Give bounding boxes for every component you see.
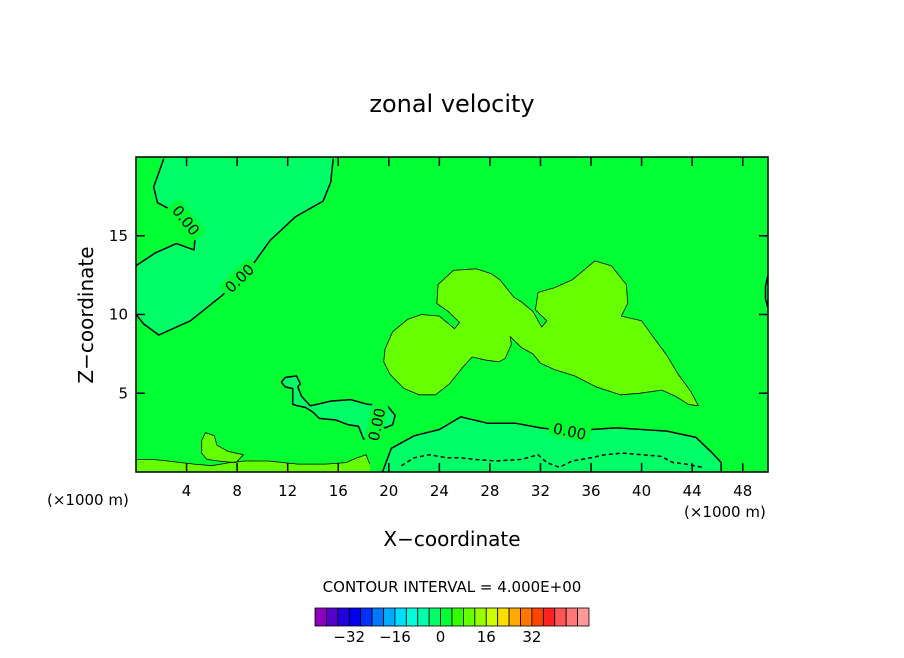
x-tick-label: 8 (232, 482, 242, 500)
x-unit-right: (×1000 m) (684, 503, 766, 521)
colorbar-swatch (405, 607, 419, 627)
colorbar-swatch (371, 607, 384, 627)
contour-label-bg (363, 402, 389, 447)
y-tick-label: 5 (118, 384, 128, 402)
colorbar-swatch (508, 607, 521, 627)
colorbar-swatch (577, 607, 590, 627)
contour-fill-2 (382, 416, 722, 472)
y-axis-ticks: 5 10 15 (109, 227, 768, 402)
colorbar-tick-label: 16 (477, 628, 496, 646)
colorbar: −32 −16 0 16 32 (314, 607, 590, 646)
colorbar-swatch (554, 607, 567, 627)
contour-fill-1 (136, 158, 334, 335)
x-tick-label: 28 (480, 482, 499, 500)
x-tick-label: 16 (329, 482, 348, 500)
colorbar-swatch (417, 607, 430, 627)
colorbar-swatch (520, 607, 533, 627)
colorbar-swatch (474, 607, 487, 627)
colorbar-tick-label: 0 (436, 628, 446, 646)
colorbar-tick-label: −16 (379, 628, 411, 646)
x-tick-label: 40 (632, 482, 651, 500)
contour-fill-layer (136, 157, 768, 472)
contour-fill-5 (136, 454, 370, 472)
x-tick-label: 44 (683, 482, 702, 500)
colorbar-swatch (531, 607, 544, 627)
colorbar-tick-label: −32 (333, 628, 365, 646)
x-axis-ticks: 4 8 12 16 20 24 28 32 36 40 44 48 (182, 157, 752, 500)
colorbar-swatch (360, 607, 373, 627)
contour-line-7 (201, 432, 244, 464)
x-tick-label: 32 (531, 482, 550, 500)
contour-interval-text: CONTOUR INTERVAL = 4.000E+00 (323, 578, 582, 596)
contour-line-8 (401, 452, 703, 469)
colorbar-tick-label: 32 (522, 628, 541, 646)
contour-line-4 (764, 274, 769, 309)
x-unit-left: (×1000 m) (47, 491, 129, 509)
colorbar-swatch (383, 607, 396, 627)
contour-label-bg (167, 198, 206, 242)
contour-fill-4 (383, 260, 699, 406)
x-tick-label: 4 (182, 482, 192, 500)
contour-fill-6 (201, 432, 244, 463)
colorbar-swatch (428, 607, 441, 627)
colorbar-swatch (326, 607, 339, 627)
x-tick-label: 12 (278, 482, 297, 500)
x-axis-label: X−coordinate (383, 527, 520, 551)
x-tick-label: 24 (430, 482, 449, 500)
contour-label-bg (218, 257, 260, 299)
x-tick-label: 20 (379, 482, 398, 500)
colorbar-swatch (497, 607, 510, 627)
colorbar-swatch (565, 607, 578, 627)
y-tick-label: 15 (109, 227, 128, 245)
chart-title: zonal velocity (369, 90, 534, 118)
colorbar-swatch (463, 607, 476, 627)
y-tick-label: 10 (109, 306, 128, 324)
colorbar-swatch (485, 607, 499, 627)
colorbar-swatch (394, 607, 407, 627)
colorbar-swatch (348, 607, 362, 627)
colorbar-swatch (314, 607, 327, 627)
contour-line-5 (383, 260, 699, 407)
y-axis-label: Z−coordinate (74, 246, 98, 383)
colorbar-swatch (440, 607, 453, 627)
colorbar-swatch (337, 607, 350, 627)
x-tick-label: 36 (581, 482, 600, 500)
x-tick-label: 48 (733, 482, 752, 500)
colorbar-swatch (542, 607, 556, 627)
contour-line-6 (137, 454, 371, 467)
colorbar-swatch (451, 607, 464, 627)
contour-label-bg (547, 418, 592, 443)
contour-fill-3 (281, 375, 396, 441)
